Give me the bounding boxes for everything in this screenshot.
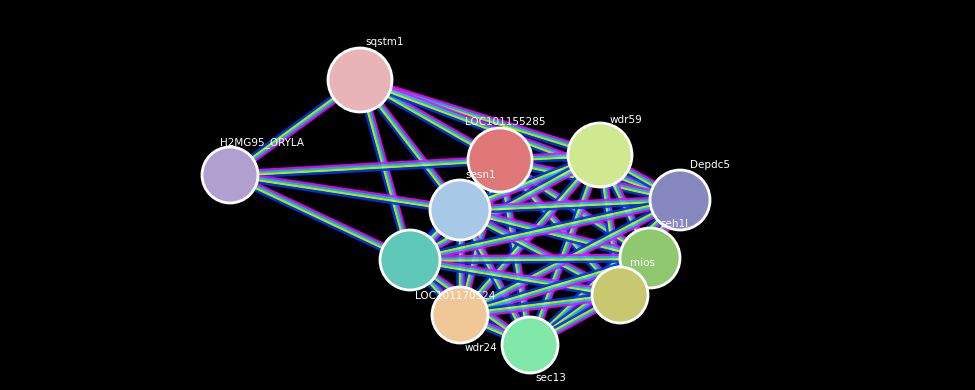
Circle shape (202, 147, 258, 203)
Text: seh1l: seh1l (660, 219, 688, 229)
Circle shape (328, 48, 392, 112)
Text: Depdc5: Depdc5 (690, 160, 730, 170)
Text: H2MG95_ORYLA: H2MG95_ORYLA (220, 138, 304, 149)
Circle shape (468, 128, 532, 192)
Circle shape (380, 230, 440, 290)
Circle shape (568, 123, 632, 187)
Text: sqstm1: sqstm1 (365, 37, 404, 47)
Text: LOC101170524: LOC101170524 (415, 291, 495, 301)
Circle shape (502, 317, 558, 373)
Text: wdr24: wdr24 (465, 343, 498, 353)
Circle shape (432, 287, 488, 343)
Text: sec13: sec13 (535, 373, 566, 383)
Circle shape (430, 180, 490, 240)
Circle shape (620, 228, 680, 288)
Text: mios: mios (630, 258, 655, 268)
Circle shape (650, 170, 710, 230)
Circle shape (592, 267, 648, 323)
Text: wdr59: wdr59 (610, 115, 643, 125)
Text: sesn1: sesn1 (465, 170, 495, 180)
Text: LOC101155285: LOC101155285 (465, 117, 545, 127)
